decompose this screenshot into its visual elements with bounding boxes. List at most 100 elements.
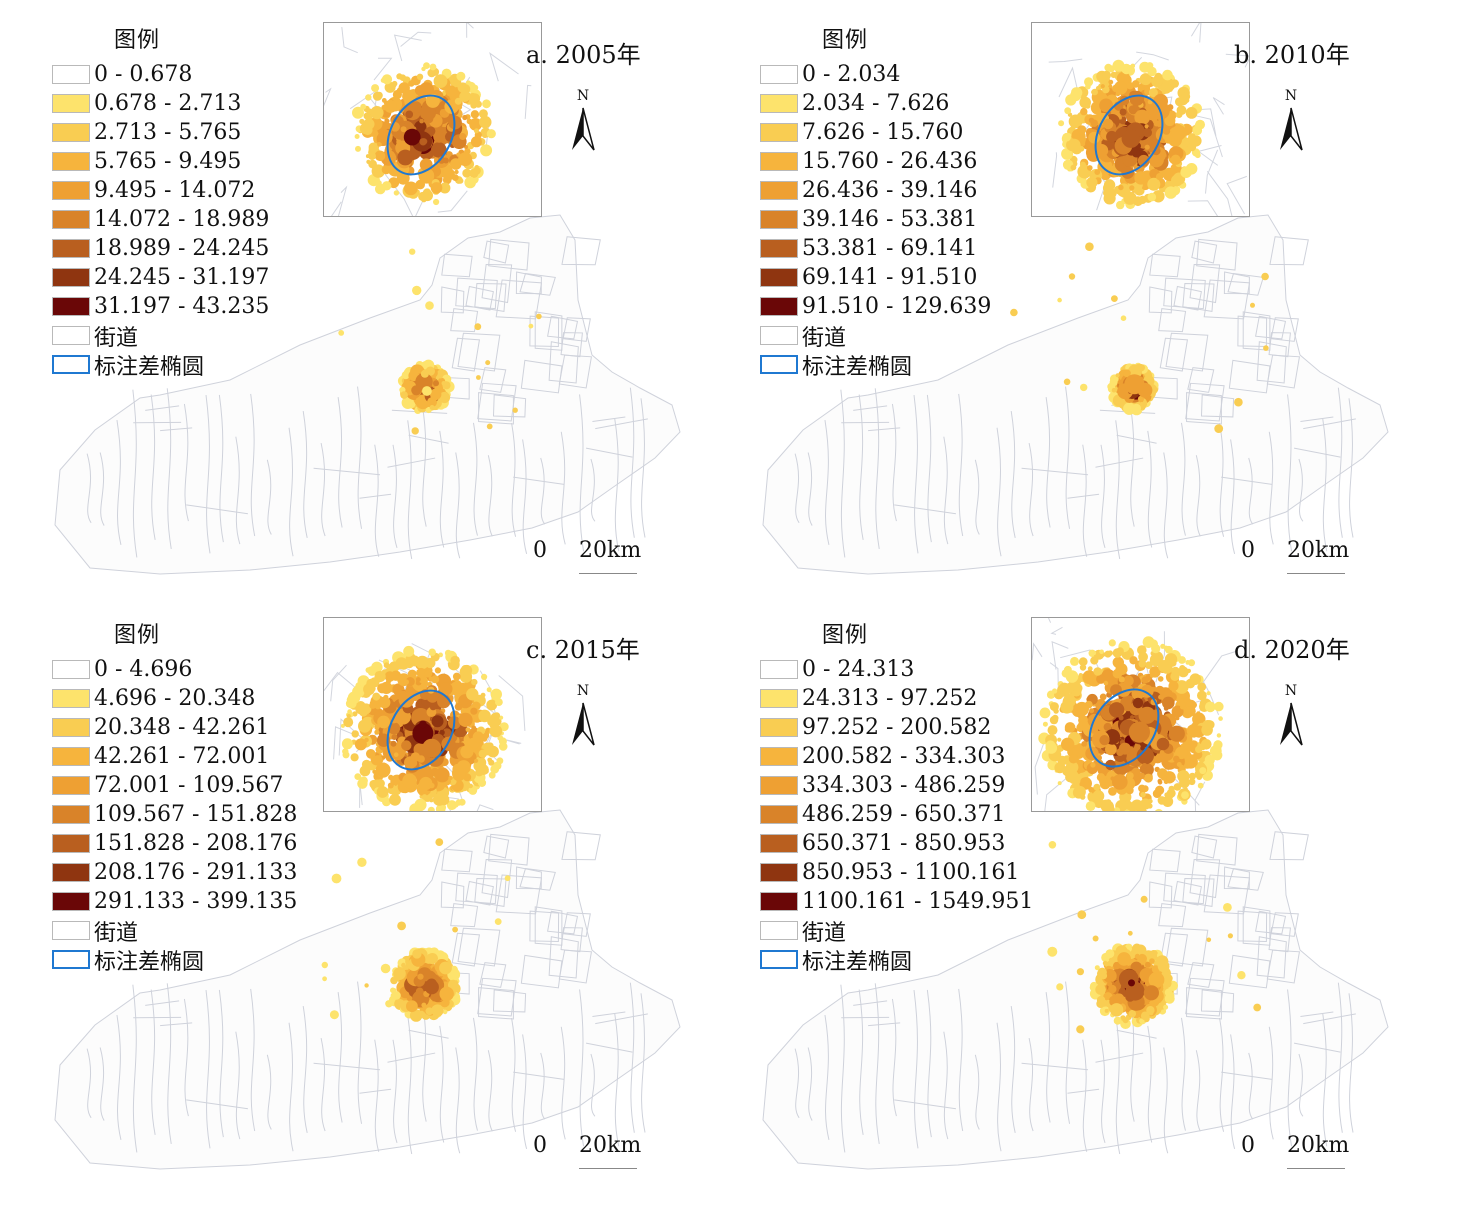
inset-density-cell <box>1173 783 1182 791</box>
density-cell <box>1118 969 1139 989</box>
density-cell <box>1140 895 1148 903</box>
legend-class-label: 24.313 - 97.252 <box>802 686 978 711</box>
legend-class-label: 0 - 0.678 <box>94 62 193 87</box>
density-cell <box>1111 295 1118 302</box>
legend-class-label: 0 - 24.313 <box>802 657 915 682</box>
inset-density-cell <box>1085 103 1091 109</box>
district-boundary <box>479 962 507 988</box>
district-boundary <box>1163 1047 1169 1154</box>
inset-density-cell <box>460 84 471 94</box>
inset-density-cell <box>1088 131 1101 144</box>
inset-density-cell <box>1116 647 1124 655</box>
inset-density-cell <box>1068 772 1081 785</box>
legend-swatch <box>760 747 798 766</box>
inset-density-cell <box>434 667 441 674</box>
density-cell <box>1115 994 1122 1001</box>
district-boundary <box>408 1029 449 1039</box>
district-boundary <box>614 1013 620 1147</box>
density-cell <box>421 1002 427 1008</box>
inset-density-cell <box>355 145 361 152</box>
inset-density-cell <box>1160 774 1167 781</box>
ellipse-swatch <box>52 950 90 969</box>
inset-density-cell <box>1068 754 1078 764</box>
inset-density-cell <box>1146 62 1154 70</box>
density-cell <box>1164 993 1175 1004</box>
district-boundary <box>1010 1005 1016 1133</box>
inset-density-cell <box>350 753 359 762</box>
district-boundary <box>1219 422 1225 537</box>
legend-road-item: 街道 <box>52 321 269 351</box>
inset-density-cell <box>471 725 477 731</box>
inset-density-cell <box>1091 650 1097 656</box>
inset-density-cell <box>449 681 464 696</box>
legend-class-item: 42.261 - 72.001 <box>52 742 297 771</box>
inset-density-cell <box>1087 666 1093 672</box>
north-arrow-icon: N <box>1276 88 1306 156</box>
inset-density-cell <box>1064 725 1072 733</box>
inset-density-cell <box>1091 88 1098 96</box>
inset-density-cell <box>429 782 435 789</box>
inset-density-cell <box>1141 763 1148 769</box>
density-cell <box>1095 984 1106 995</box>
inset-boundary <box>1058 66 1079 98</box>
density-cell <box>331 873 342 884</box>
legend-swatch <box>760 718 798 737</box>
inset-density-cell <box>1125 786 1134 795</box>
legend-class-label: 26.436 - 39.146 <box>802 178 978 203</box>
density-cell <box>438 391 451 404</box>
inset-density-cell <box>1090 656 1099 665</box>
inset-density-cell <box>417 755 425 763</box>
inset-density-cell <box>481 673 488 680</box>
legend-ellipse-label: 标注差椭圆 <box>94 354 205 380</box>
legend-road-label: 街道 <box>94 325 139 351</box>
inset-density-cell <box>1084 77 1094 87</box>
inset-density-cell <box>1218 716 1223 721</box>
inset-density-cell <box>1059 682 1070 694</box>
density-cell <box>429 405 435 410</box>
district-boundary <box>592 1011 626 1017</box>
legend-class-label: 650.371 - 850.953 <box>802 831 1006 856</box>
district-boundary <box>640 993 646 1133</box>
inset-boundary <box>330 664 347 702</box>
inset-density-cell <box>419 776 433 791</box>
inset-density-cell <box>1138 808 1147 811</box>
map-panel-c: 图例 0 - 4.696 4.696 - 20.348 20.348 - 42.26… <box>0 595 708 1190</box>
scale-line <box>1287 573 1345 574</box>
standard-deviation-ellipse <box>1094 94 1164 176</box>
district-boundary <box>99 1047 105 1121</box>
district-boundary <box>958 988 964 1132</box>
inset-density-cell <box>368 152 376 161</box>
density-cell <box>1148 950 1158 959</box>
district-boundary <box>1196 833 1238 866</box>
legend-class-item: 18.989 - 24.245 <box>52 234 269 263</box>
district-boundary <box>1227 272 1264 296</box>
inset-density-cell <box>1107 650 1113 656</box>
legend-class-item: 7.626 - 15.760 <box>760 118 991 147</box>
inset-boundary <box>489 52 519 82</box>
density-cell <box>380 963 391 974</box>
inset-density-cell <box>479 115 492 129</box>
region-map <box>54 809 681 1170</box>
legend-road-item: 街道 <box>760 321 991 351</box>
district-boundary <box>1165 332 1209 372</box>
inset-density-cell <box>1140 745 1145 751</box>
density-cell <box>494 918 502 925</box>
inset-density-cell <box>1078 673 1083 678</box>
inset-density-cell <box>1149 639 1158 649</box>
legend-road-item: 街道 <box>52 916 297 946</box>
inset-density-cell <box>1060 700 1074 714</box>
inset-density-cell <box>439 182 451 194</box>
density-cell <box>1113 1016 1122 1025</box>
inset-density-cell <box>1181 91 1191 101</box>
inset-density-cell <box>1082 670 1097 685</box>
inset-density-cell <box>341 738 353 750</box>
legend-classes: 0 - 4.696 4.696 - 20.348 20.348 - 42.261 42… <box>52 655 297 916</box>
inset-boundary <box>1198 108 1217 136</box>
district-boundary <box>1149 848 1181 873</box>
district-boundary <box>1227 867 1264 891</box>
inset-density-cell <box>359 776 368 786</box>
inset-density-cell <box>1102 70 1111 80</box>
north-label: N <box>1284 683 1298 699</box>
district-boundary <box>492 394 527 418</box>
legend-class-item: 334.303 - 486.259 <box>760 771 1033 800</box>
